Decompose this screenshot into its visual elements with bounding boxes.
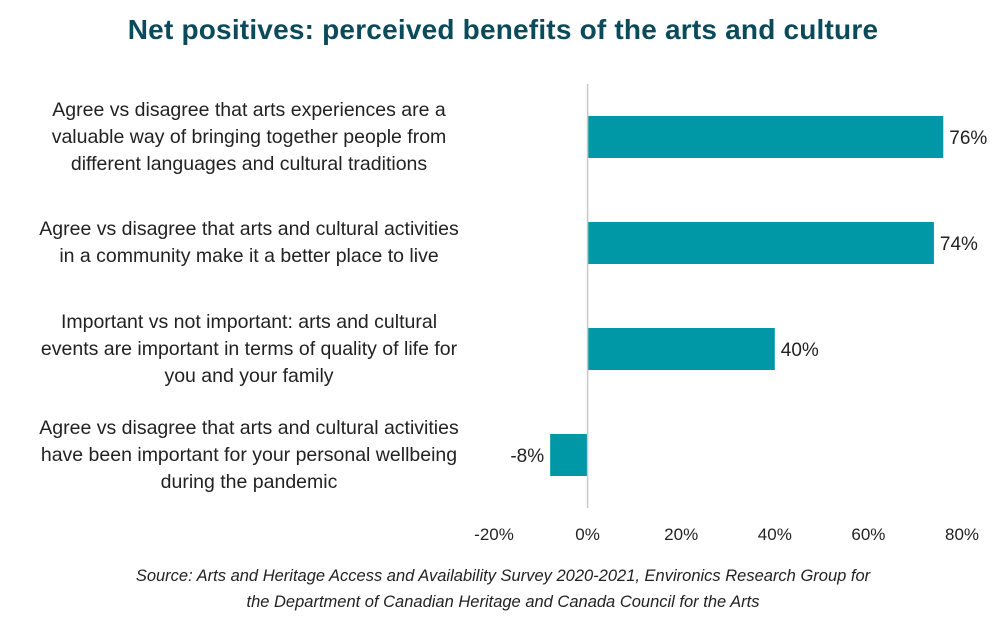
x-tick-label: 60%: [851, 525, 885, 544]
category-label-line: Agree vs disagree that arts and cultural…: [39, 416, 459, 439]
category-label-line: events are important in terms of quality…: [40, 337, 458, 360]
source-line-1: Source: Arts and Heritage Access and Ava…: [135, 567, 871, 585]
category-label-line: valuable way of bringing together people…: [51, 125, 447, 148]
category-label-line: you and your family: [164, 364, 334, 387]
value-labels-layer: 76% 74% 40% -8%: [510, 128, 987, 467]
value-label-2: 74%: [940, 234, 978, 255]
category-label-line: have been important for your personal we…: [40, 443, 458, 466]
source-line-2: the Department of Canadian Heritage and …: [246, 593, 760, 611]
value-label-1: 76%: [949, 128, 987, 149]
category-label-3: Important vs not important: arts and cul…: [10, 309, 488, 390]
category-label-line: Agree vs disagree that arts experiences …: [52, 98, 446, 121]
bar-2: [587, 222, 934, 264]
bar-3: [587, 328, 775, 370]
bar-4: [550, 434, 588, 476]
x-tick-label: 20%: [664, 525, 698, 544]
category-label-line: Agree vs disagree that arts and cultural…: [39, 218, 459, 240]
category-label-2: Agree vs disagree that arts and cultural…: [10, 216, 488, 270]
bar-1: [587, 116, 944, 158]
bars-layer: [550, 116, 944, 476]
x-tick-label: 0%: [575, 525, 600, 544]
category-label-4: Agree vs disagree that arts and cultural…: [10, 415, 488, 496]
x-tick-label: -20%: [474, 525, 514, 544]
chart-title: Net positives: perceived benefits of the…: [127, 14, 879, 45]
x-axis-tick-labels: -20% 0% 20% 40% 60% 80%: [474, 525, 979, 544]
category-label-1: Agree vs disagree that arts experiences …: [10, 97, 488, 178]
category-label-line: in a community make it a better place to…: [59, 245, 439, 267]
x-tick-label: 40%: [758, 525, 792, 544]
category-label-line: different languages and cultural traditi…: [70, 152, 428, 175]
category-label-line: Important vs not important: arts and cul…: [60, 310, 438, 333]
source-note: Source: Arts and Heritage Access and Ava…: [0, 563, 1006, 615]
value-label-3: 40%: [781, 340, 819, 361]
category-label-line: during the pandemic: [160, 470, 338, 493]
value-label-4: -8%: [510, 446, 544, 467]
x-tick-label: 80%: [945, 525, 979, 544]
